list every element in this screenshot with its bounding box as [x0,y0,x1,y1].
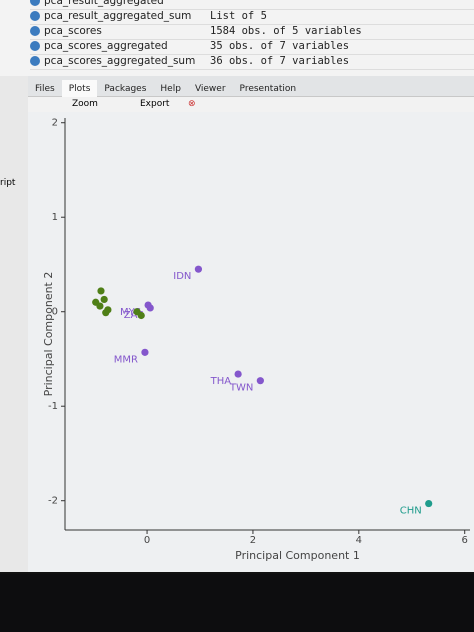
point [194,265,203,273]
row-icon [30,0,40,6]
point-label: MMR [114,354,138,365]
sidebar: ript [0,76,28,572]
variable-name: pca_scores [44,25,102,37]
tab[interactable]: Plots [61,80,98,98]
zoom-button[interactable]: Zoom [72,99,98,109]
variable-value: 35 obs. of 7 variables [210,40,350,52]
point-label: THA [210,376,232,387]
row-icon [30,56,40,66]
variable-value: 36 obs. of 7 variables [210,55,350,67]
point-label: MYS [120,307,141,318]
tab[interactable]: Viewer [194,84,226,94]
point-label: CHN [400,506,422,517]
point [425,499,433,508]
clear-button[interactable]: ⊗ [188,99,196,109]
x-tick-label: 6 [462,535,468,546]
row-icon [30,26,40,36]
point [97,287,105,295]
tab[interactable]: Packages [104,84,147,94]
y-tick-label: 0 [52,307,58,318]
toolbar: Zoom Export ⊗ [28,97,474,112]
variable-name: pca_result_aggregated_sum [44,10,192,22]
point-label: IDN [173,271,191,282]
variable-name: pca_scores_aggregated_sum [44,55,196,67]
point-label: ZAF [124,310,144,321]
env-row: pca_result_aggregated_sum List of 5 [30,9,474,25]
script-selector[interactable]: ript [0,178,16,188]
point [141,348,149,356]
plot: 0 2 4 6 -2 -1 0 1 2 Principal Component 1 Principa… [28,112,474,572]
y-axis-label: Principal Component 2 [42,272,55,397]
variable-name: pca_scores_aggregated [44,40,168,52]
env-row: pca_result_aggregated [30,0,474,10]
env-row: pca_scores 1584 obs. of 5 variables [30,24,474,40]
env-row: pca_scores_aggregated 35 obs. of 7 variab… [30,39,474,55]
variable-value: 1584 obs. of 5 variables [210,25,362,37]
screen-bezel [0,574,474,632]
y-tick-label: -2 [48,496,58,507]
y-tick-label: 2 [52,118,58,129]
point-label: TWN [229,383,253,394]
x-tick-label: 2 [250,535,256,546]
variable-value: List of 5 [210,10,267,22]
tab[interactable]: Presentation [239,84,297,94]
y-tick-label: -1 [48,401,58,412]
point [256,377,264,385]
export-button[interactable]: Export [140,99,170,109]
point [137,311,145,320]
point [234,370,242,378]
tab[interactable]: Help [160,84,181,94]
row-icon [30,41,40,51]
tab-bar: Files Plots Packages Help Viewer Presentation [28,76,474,98]
x-axis-label: Principal Component 1 [235,549,360,562]
variable-name: pca_result_aggregated [44,0,164,7]
x-tick-label: 0 [144,535,150,546]
environment-pane: pca_result_aggregated pca_result_aggregat… [0,0,474,76]
x-tick-label: 4 [356,535,362,546]
point [96,302,104,310]
y-tick-label: 1 [52,212,58,223]
point [102,309,110,317]
point [100,295,108,304]
point [146,304,154,312]
tab[interactable]: Files [35,84,55,94]
row-icon [30,11,40,21]
env-row: pca_scores_aggregated_sum 36 obs. of 7 va… [30,54,474,70]
